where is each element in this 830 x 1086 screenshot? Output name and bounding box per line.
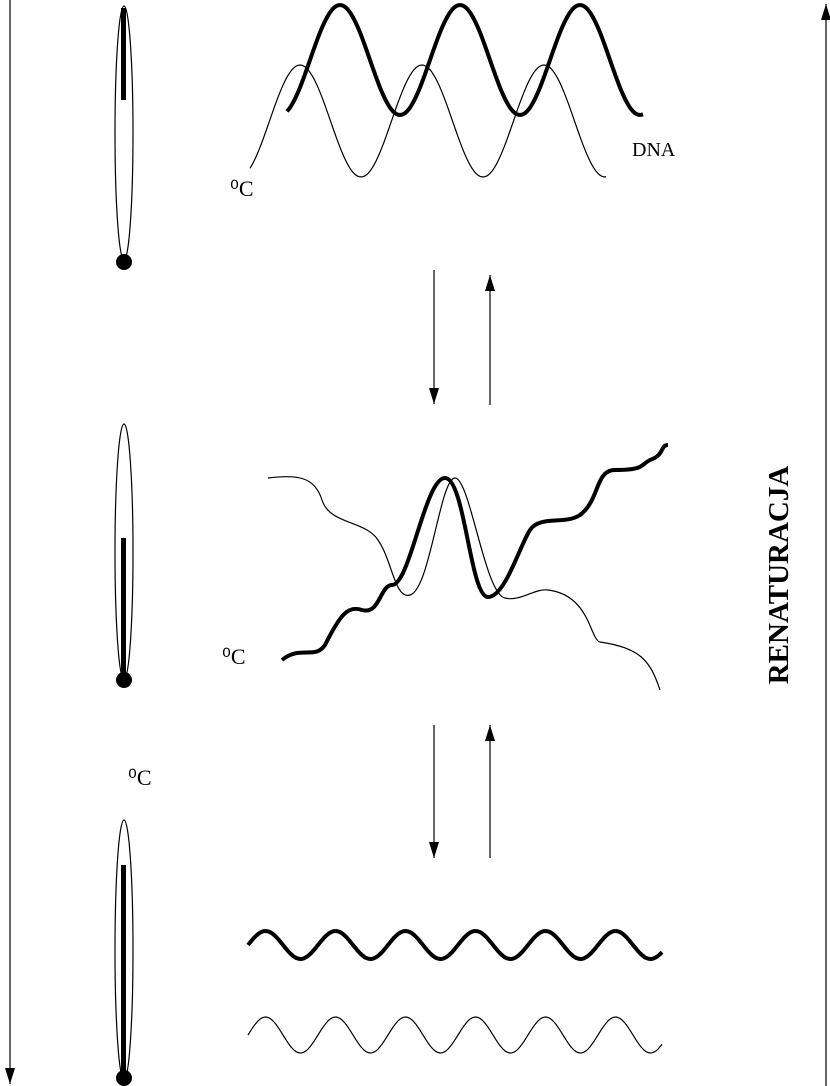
unit-label: ⁰C — [128, 765, 152, 790]
dna-label: DNA — [632, 139, 676, 161]
thermometer — [114, 819, 134, 1086]
thermometer — [114, 423, 134, 688]
single-strand — [280, 443, 669, 662]
dna-strand — [285, 3, 644, 117]
unit-label: ⁰C — [222, 644, 246, 669]
single-strand — [267, 476, 661, 691]
single-strand — [246, 928, 664, 962]
side-label: RENATURACJA — [763, 466, 795, 685]
single-strand — [247, 1016, 663, 1054]
unit-label: ⁰C — [230, 176, 254, 201]
thermometer — [114, 5, 134, 270]
